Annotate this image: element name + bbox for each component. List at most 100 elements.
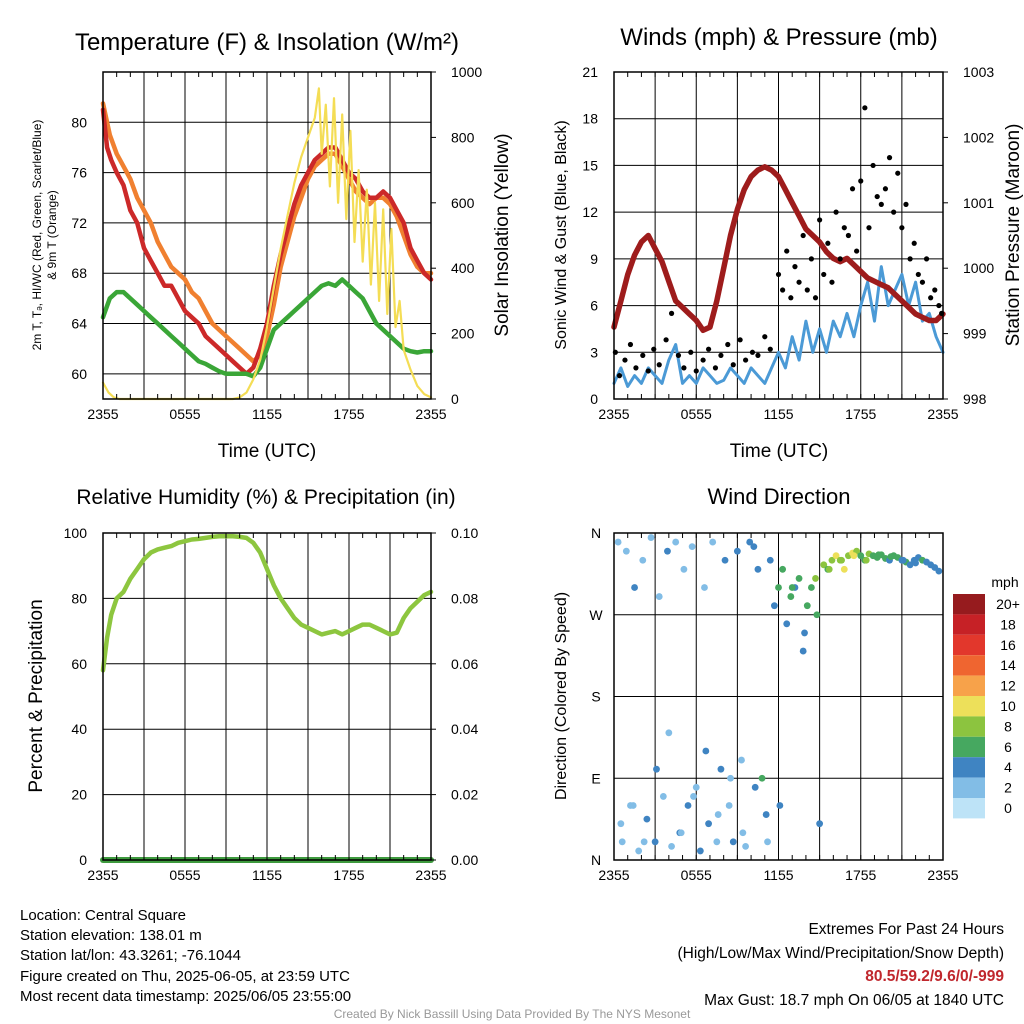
x-tick-label: 1155: [763, 867, 793, 883]
direction-point: [721, 556, 729, 564]
y-tick-label: S: [591, 689, 600, 705]
speed-legend-swatch: [953, 634, 985, 656]
station-info: Location: Central Square Station elevati…: [20, 906, 351, 1007]
gust-point: [862, 105, 868, 111]
direction-point: [776, 802, 784, 809]
direction-point: [742, 842, 749, 850]
direction-point: [725, 802, 733, 809]
temperature-ylabel-line1: 2m T, Tₔ, HI/WC (Red, Green, Scarlet/Blu…: [30, 120, 44, 351]
gust-point: [705, 346, 712, 352]
gust-point: [681, 365, 687, 371]
direction-point: [801, 629, 808, 637]
speed-legend-swatch: [953, 655, 985, 676]
gust-point: [730, 362, 736, 368]
direction-point: [906, 561, 914, 569]
winds-y2label: Station Pressure (Maroon): [1003, 124, 1024, 347]
y2-tick-label: 800: [451, 129, 475, 145]
x-tick-label: 2355: [415, 867, 446, 883]
direction-point: [746, 538, 754, 546]
rh-line: [100, 534, 434, 673]
y2-tick-label: 0.10: [451, 525, 478, 541]
gust-point: [841, 225, 847, 231]
direction-point: [672, 538, 680, 546]
x-tick-label: 2355: [598, 406, 629, 422]
y2-tick-label: 0.00: [451, 852, 478, 868]
direction-point: [680, 565, 688, 573]
extremes-values: 80.5/59.2/9.6/0/-999: [865, 968, 1004, 985]
y-tick-label: 0: [79, 852, 87, 868]
direction-point: [812, 575, 819, 582]
y-tick-label: N: [591, 525, 601, 541]
y-tick-label: 72: [71, 215, 87, 231]
direction-point: [622, 547, 630, 555]
gust-point: [829, 279, 835, 285]
y-tick-label: E: [591, 770, 600, 786]
winds-ylabel: Sonic Wind & Gust (Blue, Black): [553, 120, 570, 349]
x-tick-label: 0555: [169, 406, 200, 422]
humidity-ticks: 2355 0555 1155 1755 23550204060801000.000.02…: [64, 525, 479, 883]
x-tick-label: 1155: [252, 867, 282, 883]
direction-point: [709, 538, 717, 546]
y-tick-label: W: [589, 607, 603, 623]
gust-point: [804, 287, 810, 293]
speed-legend-label: 10: [1000, 698, 1016, 714]
gust-point: [808, 256, 815, 262]
direction-point: [692, 783, 700, 791]
temp-line: [100, 107, 434, 377]
direction-point: [618, 838, 626, 846]
credit-line: Created By Nick Bassill Using Data Provi…: [333, 1007, 691, 1021]
direction-point: [803, 602, 811, 610]
y2-tick-label: 0.02: [451, 787, 478, 803]
gust-point: [645, 368, 651, 374]
gust-point: [849, 186, 856, 192]
speed-legend-swatch: [953, 614, 985, 635]
direction-point: [857, 552, 865, 560]
direction-point: [639, 556, 647, 564]
gust-point: [718, 352, 724, 358]
winds-title: Winds (mph) & Pressure (mb): [620, 24, 937, 51]
speed-legend-swatch: [953, 675, 985, 696]
direction-point: [820, 561, 828, 569]
direction-point: [701, 584, 708, 591]
direction-point: [705, 820, 712, 828]
gust-point: [743, 357, 749, 363]
gust-point: [688, 349, 694, 355]
direction-point: [647, 534, 655, 541]
direction-point: [808, 584, 815, 591]
gust-point: [837, 256, 843, 262]
gust-point: [656, 362, 662, 368]
x-tick-label: 0555: [681, 406, 712, 422]
gust-point: [845, 232, 852, 239]
gust-point: [663, 337, 669, 343]
gust-point: [911, 240, 917, 246]
y2-tick-label: 400: [451, 260, 475, 276]
x-tick-label: 1755: [333, 867, 364, 883]
direction-point: [640, 838, 648, 846]
direction-point: [788, 584, 796, 591]
temperature-xlabel: Time (UTC): [218, 441, 317, 462]
gust-point: [725, 341, 731, 348]
y-tick-label: 20: [71, 787, 87, 803]
direction-point: [677, 829, 685, 837]
y-tick-label: 6: [590, 298, 598, 314]
speed-legend-label: 0: [1004, 800, 1012, 816]
speed-legend-label: 18: [1000, 616, 1016, 632]
direction-point: [850, 552, 858, 560]
gust-point: [882, 186, 889, 192]
direction-point: [838, 556, 845, 564]
direction-grid: [613, 532, 944, 861]
x-tick-label: 1155: [763, 406, 793, 422]
speed-legend-swatch: [953, 757, 985, 778]
direction-point: [787, 593, 795, 600]
direction-point: [714, 811, 722, 818]
gust-point: [854, 248, 860, 254]
direction-title: Wind Direction: [707, 484, 850, 509]
direction-point: [799, 647, 807, 655]
speed-legend-title: mph: [991, 574, 1018, 590]
gust-point: [915, 271, 921, 278]
gust-point: [784, 248, 790, 254]
gust-point: [891, 209, 897, 215]
gust-point: [833, 209, 839, 215]
gust-point: [762, 334, 768, 340]
gust-point: [878, 201, 884, 207]
